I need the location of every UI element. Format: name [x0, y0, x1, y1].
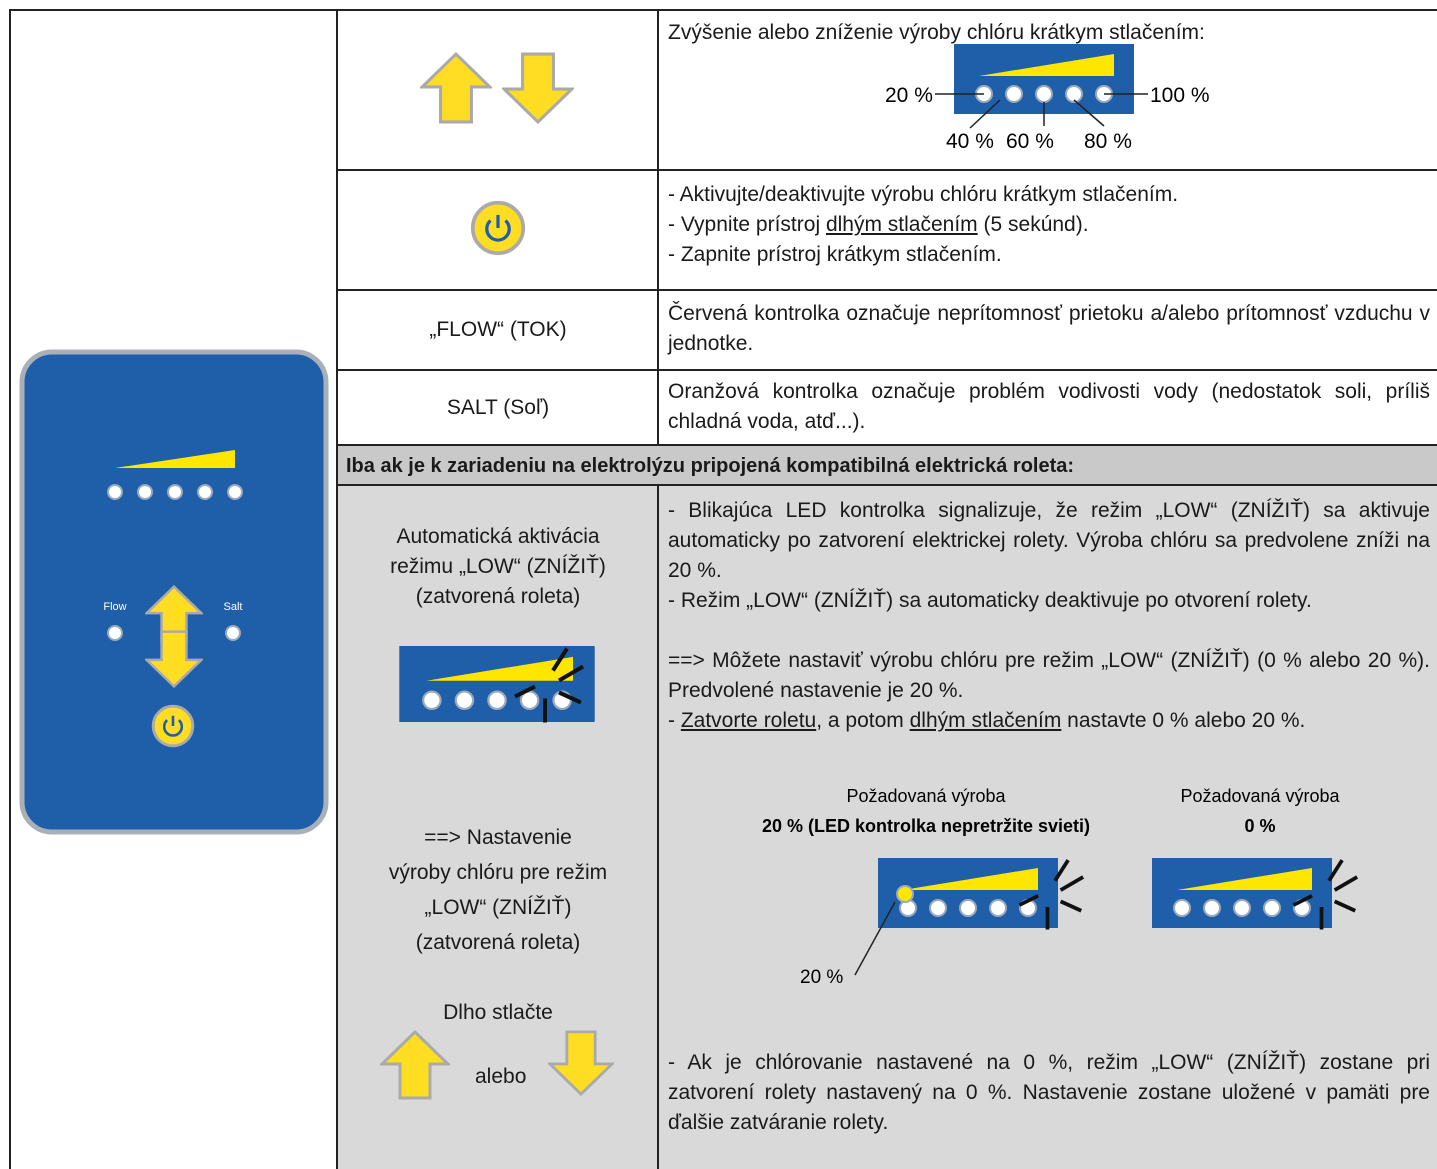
option-bold: 0 %	[1244, 816, 1275, 836]
underlined-text: dlhým stlačením	[825, 213, 978, 236]
text-line: (zatvorená roleta)	[415, 931, 581, 954]
level-label: 60 %	[1006, 130, 1054, 153]
level-label: 20 %	[885, 84, 933, 107]
text-line: režimu „LOW“ (ZNÍŽIŤ)	[390, 555, 606, 578]
salt-text: Oranžová kontrolka označuje problém vodi…	[668, 380, 1430, 433]
option-caption: Požadovaná výroba	[1180, 786, 1340, 806]
paragraph: - Zatvorte roletu, a potom dlhým stlačen…	[668, 706, 1430, 736]
level-label: 40 %	[946, 130, 994, 153]
salt-label: Salt	[224, 601, 243, 613]
text-line: (zatvorená roleta)	[415, 585, 581, 608]
option-caption: Požadovaná výroba	[846, 786, 1006, 806]
or-label: alebo	[475, 1065, 527, 1088]
paragraph: ==> Môžete nastaviť výrobu chlóru pre re…	[668, 649, 1430, 702]
setting-text: ==> Nastavenie výroby chlóru pre režim „…	[338, 820, 658, 960]
paragraph: - Ak je chlórovanie nastavené na 0 %, re…	[668, 1051, 1430, 1134]
text-line: - Zapnite prístroj krátkym stlačením.	[668, 243, 1002, 266]
text-line: Automatická aktivácia	[396, 525, 600, 548]
arrows-text: Zvýšenie alebo zníženie výroby chlóru kr…	[668, 21, 1205, 44]
level-label: 80 %	[1084, 130, 1132, 153]
text-line: ==> Nastavenie	[424, 826, 572, 849]
flow-label: „FLOW“ (TOK)	[429, 318, 567, 341]
salt-label: SALT (Soľ)	[446, 396, 550, 419]
text: -	[668, 709, 681, 732]
auto-text: Automatická aktivácia režimu „LOW“ (ZNÍŽ…	[338, 522, 658, 612]
paragraph: - Režim „LOW“ (ZNÍŽIŤ) sa automaticky de…	[668, 589, 1312, 612]
paragraph: - Blikajúca LED kontrolka signalizuje, ž…	[668, 499, 1430, 582]
option-bold: 20 % (LED kontrolka nepretržite svieti)	[762, 816, 1090, 836]
underlined-text: dlhým stlačením	[909, 709, 1062, 732]
text-line: výroby chlóru pre režim	[388, 861, 608, 884]
press-label: Dlho stlačte	[443, 1001, 553, 1024]
section-header: Iba ak je k zariadeniu na elektrolýzu pr…	[346, 455, 1075, 477]
text-line: „LOW“ (ZNÍŽIŤ)	[424, 896, 572, 919]
text: - Vypnite prístroj	[668, 213, 826, 236]
low-text: - Blikajúca LED kontrolka signalizuje, ž…	[668, 496, 1430, 736]
text: (5 sekúnd).	[977, 213, 1089, 236]
text-line: - Aktivujte/deaktivujte výrobu chlóru kr…	[668, 183, 1179, 206]
text-line: - Vypnite prístroj dlhým stlačením (5 se…	[668, 210, 1430, 240]
text: , a potom	[816, 709, 910, 732]
underlined-text: Zatvorte roletu	[680, 709, 817, 732]
flow-label: Flow	[103, 601, 126, 613]
flow-text: Červená kontrolka označuje neprítomnosť …	[668, 302, 1430, 355]
led-label: 20 %	[800, 967, 843, 988]
level-label: 100 %	[1150, 84, 1210, 107]
text: nastavte 0 % alebo 20 %.	[1061, 709, 1306, 732]
power-text: - Aktivujte/deaktivujte výrobu chlóru kr…	[668, 180, 1430, 270]
